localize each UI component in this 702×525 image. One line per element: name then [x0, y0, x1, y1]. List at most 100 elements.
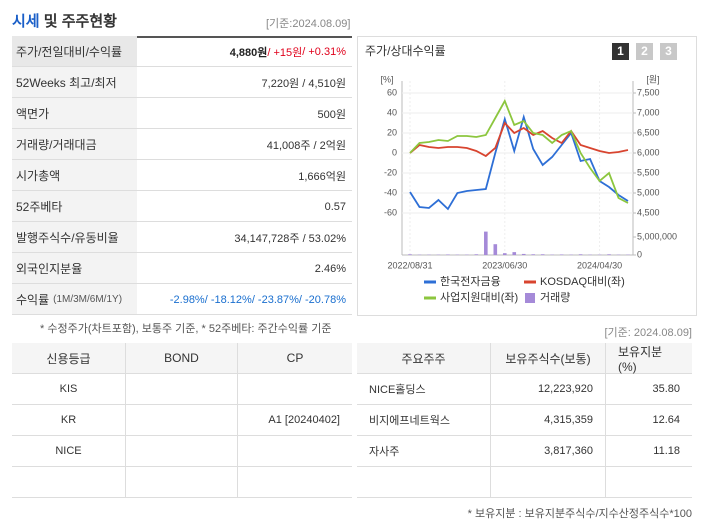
row-value-part: -2.98% — [169, 293, 205, 306]
row-value: 0.57 — [324, 200, 346, 213]
table-header: CP — [237, 343, 352, 374]
row-value: 2.46% — [314, 262, 346, 275]
row-value: 4,880원 / +15원 / +0.31% — [137, 36, 346, 67]
volume-bar — [474, 254, 479, 255]
table-cell: 4,315,359 — [490, 405, 605, 436]
tab[interactable] — [660, 43, 677, 60]
date: [기준: 2024.08.09] — [604, 327, 692, 339]
row-bg — [12, 284, 137, 315]
row-label: 거래량/거래대금 — [16, 138, 97, 152]
axis-unit: [원] — [646, 74, 659, 84]
table-cell — [125, 467, 237, 498]
row-label: 액면가 — [16, 107, 50, 121]
title-highlight: 시세 — [12, 13, 40, 30]
x-tick-label: 2023/06/30 — [482, 260, 527, 270]
table-border — [12, 36, 352, 38]
panel-title: 주가/상대수익률 — [365, 44, 446, 58]
tab-label: 1 — [617, 44, 624, 58]
row-line — [137, 253, 352, 284]
volume-bar — [502, 253, 507, 255]
note: * 보유지분 : 보유지분주식수/지수산정주식수*100 — [467, 508, 692, 520]
table-cell: KR — [12, 405, 125, 436]
row-bg — [12, 129, 137, 160]
date: [기준:2024.08.09] — [266, 18, 351, 30]
table-cell — [605, 467, 692, 498]
row-value-part: / +15원 — [267, 46, 303, 59]
row-line — [137, 191, 352, 222]
table-cell: 12,223,920 — [490, 374, 605, 405]
row-label: 52주베타 — [16, 200, 63, 214]
table-cell: NICE — [12, 436, 125, 467]
legend-swatch — [525, 293, 535, 303]
y2-tick-label: 5,000,000 — [637, 231, 677, 241]
volume-bar — [578, 254, 583, 255]
table-cell — [357, 467, 490, 498]
note: * 수정주가(차트포함), 보통주 기준, * 52주베타: 주간수익률 기준 — [40, 323, 332, 335]
legend-label: KOSDAQ대비(좌) — [540, 275, 625, 288]
y2-tick-label: 7,000 — [637, 107, 660, 117]
table-header: 주요주주 — [357, 343, 490, 374]
row-line — [137, 67, 352, 98]
row-value: 500원 — [317, 108, 346, 121]
row-value-part: 4,880원 — [229, 46, 268, 59]
table-header: 신용등급 — [12, 343, 125, 374]
volume-bar — [408, 254, 412, 255]
table-cell: A1 [20240402] — [237, 405, 352, 436]
table-header: BOND — [125, 343, 237, 374]
volume-bar — [559, 254, 564, 255]
row-value-part: / -20.78% — [298, 293, 346, 306]
chart: 주가/상대수익률 1 2 3 [%] [원] 60 40 20 0 -20 -40 -60 7,500 7,… — [365, 43, 677, 304]
section-title: 시세 및 주주현황 — [12, 10, 117, 31]
y2-tick-label: 0 — [637, 249, 642, 259]
row-line — [137, 160, 352, 191]
table-cell — [490, 467, 605, 498]
y-tick-label: 0 — [392, 147, 397, 157]
row-bg — [12, 36, 137, 67]
table-cell: 비지에프네트웍스 — [357, 405, 490, 436]
legend-label: 한국전자금융 — [440, 275, 501, 288]
row-line — [137, 222, 352, 253]
row-value-part: / -18.12% — [204, 293, 252, 306]
table-cell — [125, 405, 237, 436]
chart-panel — [357, 36, 697, 316]
row-line — [137, 36, 352, 67]
axis-unit: [%] — [380, 74, 393, 84]
row-label: 외국인지분율 — [16, 262, 83, 276]
y2-tick-label: 5,500 — [637, 167, 660, 177]
series-line — [409, 121, 629, 158]
y2-tick-label: 7,500 — [637, 87, 660, 97]
table-cell — [125, 436, 237, 467]
table-cell: KIS — [12, 374, 125, 405]
volume-bar — [484, 231, 488, 255]
volume-bar — [607, 254, 611, 255]
title-rest: 및 주주현황 — [43, 13, 117, 30]
tab-label: 3 — [665, 44, 672, 58]
legend-label: 사업지원대비(좌) — [440, 291, 518, 304]
volume-bar — [512, 252, 517, 255]
table-cell: 11.18 — [605, 436, 692, 467]
tab-label: 2 — [641, 44, 648, 58]
y-tick-label: -40 — [384, 187, 397, 197]
row-bg — [12, 160, 137, 191]
row-line — [137, 98, 352, 129]
table-cell: 35.80 — [605, 374, 692, 405]
table-cell: 3,817,360 — [490, 436, 605, 467]
y-tick-label: -60 — [384, 207, 397, 217]
row-bg — [12, 191, 137, 222]
row-bg — [12, 222, 137, 253]
table-cell: 자사주 — [357, 436, 490, 467]
table-cell: 12.64 — [605, 405, 692, 436]
y2-tick-label: 6,000 — [637, 147, 660, 157]
row-label: 수익률 (1M/3M/6M/1Y) — [16, 284, 122, 315]
row-value-part: / -23.87% — [251, 293, 299, 306]
tab[interactable] — [612, 43, 629, 60]
row-label-part: (1M/3M/6M/1Y) — [53, 294, 123, 305]
table-cell — [125, 374, 237, 405]
y-tick-label: 40 — [387, 107, 397, 117]
tab[interactable] — [636, 43, 653, 60]
row-label: 발행주식수/유동비율 — [16, 231, 119, 245]
row-value: 7,220원 / 4,510원 — [261, 77, 346, 90]
y-tick-label: -20 — [384, 167, 397, 177]
volume-bar — [493, 244, 498, 255]
